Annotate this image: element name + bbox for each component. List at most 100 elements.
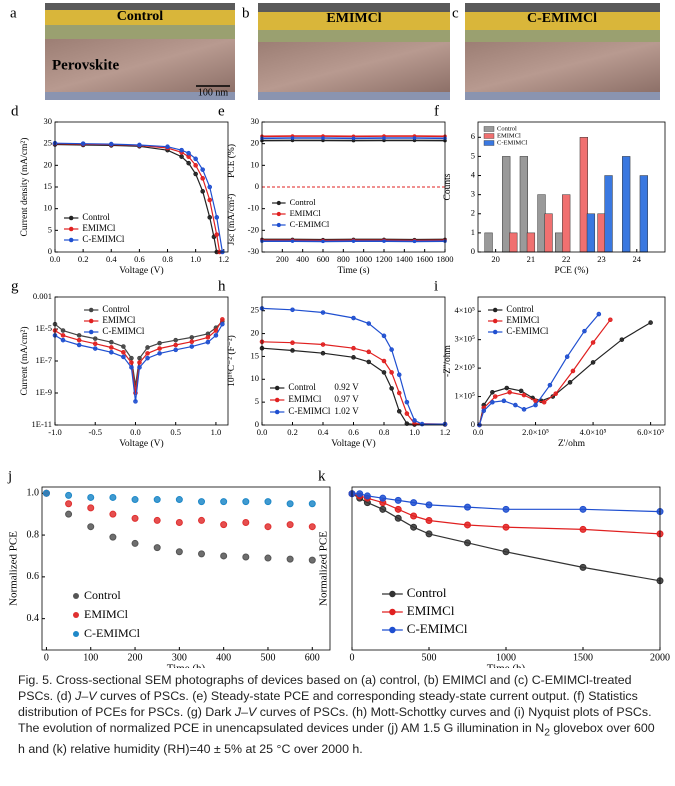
marker [590, 340, 596, 345]
legend-label: C-EMIMCl [497, 139, 528, 146]
marker [137, 355, 142, 361]
marker [533, 398, 538, 404]
marker [389, 386, 394, 391]
layer [258, 92, 450, 100]
legend-value: 0.97 V [334, 394, 359, 404]
y-tick-label: -30 [248, 246, 259, 256]
marker [404, 399, 410, 405]
marker [404, 421, 410, 426]
marker [153, 496, 161, 504]
panel-i: i 0.0 2.0×10⁵ 4.0×10⁵ 6.0×10⁵ 0 1×10⁵ 2×10⁵ 3×10… [434, 278, 666, 449]
marker [179, 147, 184, 153]
marker [87, 493, 95, 501]
caption-text: curves of PSCs. (e) Steady-state PCE and… [18, 689, 638, 719]
marker [464, 503, 471, 511]
legend-marker [389, 626, 396, 634]
y-tick-label: 25 [251, 305, 260, 315]
bar [502, 156, 511, 253]
legend-label: Control [497, 125, 517, 132]
marker [207, 215, 213, 220]
bar [537, 194, 546, 253]
marker [193, 163, 198, 168]
x-tick-label: 1.0 [211, 427, 222, 437]
bar [484, 232, 493, 253]
marker [109, 349, 114, 355]
x-tick-label: 500 [422, 652, 437, 663]
y-tick-label: 6 [471, 131, 475, 141]
marker [564, 354, 570, 360]
marker [619, 337, 625, 342]
marker [320, 350, 326, 356]
legend-marker [73, 631, 79, 637]
bar [526, 232, 536, 253]
marker [92, 346, 98, 351]
sem-c: c C-EMIMCl [452, 3, 660, 100]
x-tick-label: 4.0×10⁵ [580, 427, 607, 437]
layer [465, 12, 660, 30]
marker [175, 519, 183, 527]
x-tick-label: 800 [337, 254, 350, 264]
panel-label: j [7, 468, 12, 484]
x-tick-label: 0.5 [170, 427, 181, 437]
marker [504, 385, 510, 391]
panel-label: k [318, 468, 326, 484]
panel-label: b [242, 5, 250, 21]
marker [60, 328, 66, 333]
legend-marker [276, 222, 281, 228]
x-tick-label: 24 [633, 254, 642, 264]
marker [189, 344, 195, 349]
marker [213, 333, 219, 338]
plot-frame [261, 121, 446, 253]
panel-g: g -1.0 -0.5 0.0 0.5 1.0 0.001 1E-5 1E-7 1E-9 1E-11… [11, 278, 229, 449]
marker [396, 390, 402, 396]
x-tick-label: 100 [83, 652, 98, 663]
x-axis-title: Voltage (V) [331, 438, 375, 449]
marker [394, 505, 402, 513]
marker [131, 539, 139, 547]
marker [501, 398, 507, 404]
marker [193, 156, 198, 162]
y-tick-label: 4 [471, 169, 476, 179]
marker [389, 347, 394, 352]
marker [42, 489, 50, 497]
marker [582, 328, 587, 334]
marker [290, 340, 295, 346]
y-axis-title: Counts [443, 173, 453, 200]
legend-marker [492, 307, 498, 313]
y-tick-label: 0 [471, 246, 475, 256]
x-axis-title: Time (h) [167, 663, 206, 668]
y-tick-label: 2×10⁵ [454, 362, 475, 372]
marker [200, 167, 205, 172]
marker [242, 553, 250, 561]
marker [502, 523, 510, 531]
x-tick-label: 500 [260, 652, 275, 663]
y-axis-title: Normalized PCE [318, 531, 330, 606]
marker [121, 354, 126, 360]
marker [205, 339, 211, 345]
marker [131, 496, 139, 504]
x-tick-label: 200 [276, 254, 289, 264]
marker [133, 399, 138, 404]
y-tick-label: 1E-7 [35, 355, 52, 365]
marker [220, 317, 225, 322]
x-tick-label: 0.0 [130, 427, 141, 437]
x-tick-label: 0.0 [473, 427, 484, 437]
legend-label: EMIMCl [407, 603, 455, 618]
legend-marker [274, 385, 280, 391]
y-tick-label: -20 [248, 224, 259, 234]
legend-marker [73, 612, 79, 618]
series-line [478, 322, 651, 426]
marker [175, 496, 183, 504]
legend-label: Control [290, 197, 317, 207]
panel-j: j 0 100 200 300 400 500 600 0.4 0.6 0.8 1.0 Time (h)… [7, 468, 331, 668]
marker [404, 411, 410, 416]
marker [153, 544, 161, 552]
marker [547, 382, 553, 388]
y-tick-label: 10 [251, 159, 260, 169]
marker [490, 399, 495, 405]
y-tick-label: 15 [44, 181, 53, 191]
x-tick-label: 300 [172, 652, 187, 663]
marker [264, 523, 272, 531]
x-tick-label: 21 [527, 254, 536, 264]
legend-marker [276, 211, 281, 217]
